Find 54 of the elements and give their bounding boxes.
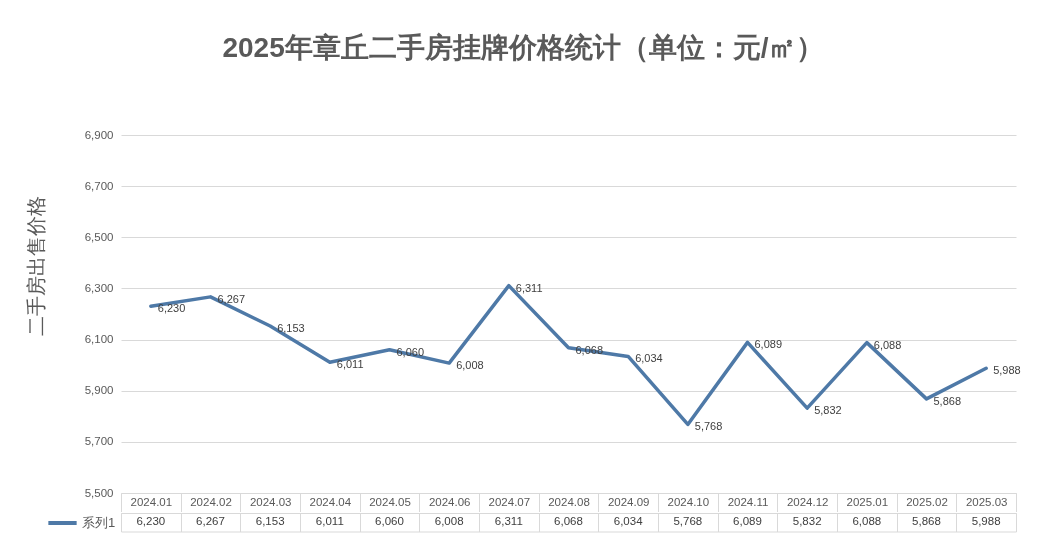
y-tick-label: 6,700 — [84, 179, 114, 192]
x-tick-label: 2024.08 — [548, 496, 590, 508]
data-label: 6,089 — [733, 515, 762, 528]
x-tick-label: 2025.01 — [846, 496, 889, 508]
text: 5,768 — [694, 420, 723, 433]
text: 6,311 — [515, 281, 543, 294]
chart-title: 2025年章丘二手房挂牌价格统计（单位：元/㎡） — [222, 32, 825, 63]
x-tick-label: 2024.06 — [428, 496, 471, 508]
x-tick-label: 2024.01 — [130, 496, 173, 508]
text: 6,088 — [873, 338, 902, 351]
x-tick-label: 2025.03 — [965, 496, 1008, 508]
data-label: 6,267 — [196, 515, 225, 528]
data-label: 6,088 — [852, 515, 882, 528]
data-label: 5,768 — [673, 515, 703, 528]
y-tick-label: 5,900 — [84, 384, 114, 397]
data-label: 6,230 — [136, 515, 166, 528]
x-tick-label: 2024.09 — [607, 496, 650, 508]
x-tick-label: 2024.10 — [667, 496, 710, 508]
x-tick-label: 2025.02 — [906, 496, 948, 508]
y-tick-label: 6,500 — [84, 230, 114, 243]
data-label: 6,068 — [554, 515, 583, 528]
data-label: 6,034 — [613, 515, 644, 528]
text: 6,267 — [217, 292, 246, 305]
data-label: 5,832 — [792, 515, 822, 528]
text: 5,988 — [993, 364, 1021, 377]
text: 6,153 — [277, 322, 305, 335]
y-tick-label: 6,300 — [84, 281, 114, 294]
y-tick-label: 5,500 — [84, 486, 114, 499]
x-tick-label: 2024.07 — [488, 496, 531, 508]
y-tick-label: 6,100 — [84, 333, 114, 346]
x-tick-label: 2024.11 — [727, 496, 769, 508]
text: 6,230 — [157, 302, 186, 315]
text: 6,089 — [754, 338, 783, 351]
y-tick-label: 6,900 — [84, 128, 114, 141]
data-label: 6,011 — [315, 515, 344, 528]
text: 6,008 — [456, 359, 484, 372]
x-tick-label: 2024.12 — [786, 496, 829, 508]
text: 6,034 — [635, 352, 663, 365]
data-label: 6,153 — [255, 515, 285, 528]
text: 5,832 — [814, 404, 842, 417]
data-label: 6,060 — [375, 515, 404, 528]
x-tick-label: 2024.03 — [249, 496, 292, 508]
x-tick-label: 2024.04 — [309, 496, 352, 508]
data-label: 5,988 — [971, 515, 1001, 528]
legend-label: 系列1 — [82, 515, 116, 530]
text: 5,868 — [933, 394, 962, 407]
data-label: 5,868 — [912, 515, 941, 528]
data-label: 6,008 — [434, 515, 464, 528]
text: 6,011 — [336, 358, 364, 371]
y-tick-label: 5,700 — [84, 435, 114, 448]
x-tick-label: 2024.05 — [369, 496, 411, 508]
x-tick-label: 2024.02 — [190, 496, 232, 508]
data-label: 6,311 — [494, 515, 523, 528]
y-axis-title: 二手房出售价格 — [24, 195, 47, 336]
